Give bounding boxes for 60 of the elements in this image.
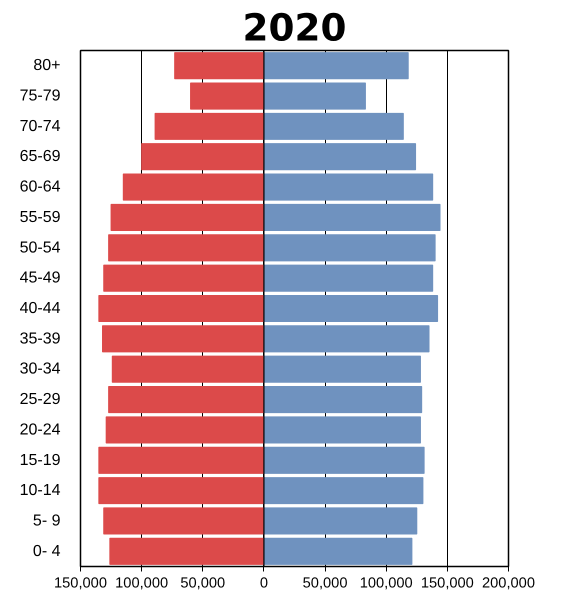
bar	[141, 143, 264, 170]
bar	[263, 507, 418, 535]
bar	[263, 143, 416, 170]
y-tick-label: 50-54	[20, 239, 61, 256]
y-tick-label: 55-59	[20, 208, 61, 226]
bar	[263, 477, 424, 504]
y-tick-label: 30-34	[20, 360, 61, 378]
bar	[263, 52, 409, 80]
bar	[263, 204, 441, 231]
x-tick-label: 50,000	[302, 576, 348, 592]
bar	[108, 386, 264, 414]
y-tick-label: 45-49	[20, 270, 61, 287]
bar	[110, 204, 264, 231]
bar	[263, 446, 425, 474]
bar	[98, 477, 264, 504]
bar	[103, 507, 264, 535]
y-tick-label: 10-14	[20, 482, 61, 500]
bar	[263, 294, 438, 322]
bar	[263, 416, 421, 444]
y-tick-label: 15-19	[20, 452, 61, 469]
bar	[174, 52, 264, 80]
bar	[263, 82, 366, 110]
x-tick-label: 0	[260, 576, 268, 592]
y-tick-label: 70-74	[20, 118, 61, 135]
x-tick-label: 100,000	[360, 576, 413, 592]
y-tick-label: 20-24	[20, 421, 61, 438]
chart-title: 2020	[242, 6, 346, 50]
y-tick-label: 35-39	[20, 330, 61, 348]
bar	[102, 325, 264, 352]
bar	[263, 386, 422, 414]
y-tick-label: 65-69	[20, 148, 61, 166]
y-tick-label: 5- 9	[32, 512, 61, 530]
bar	[263, 174, 434, 201]
y-tick-label: 75-79	[20, 88, 61, 105]
bar	[263, 234, 436, 262]
y-tick-label: 60-64	[20, 178, 61, 196]
y-tick-label: 25-29	[20, 391, 61, 408]
bar	[106, 416, 264, 444]
y-tick-label: 80+	[33, 57, 60, 74]
bar	[263, 538, 412, 565]
bar	[98, 446, 264, 474]
bar	[98, 294, 264, 322]
y-tick-label: 0- 4	[32, 542, 61, 560]
bar	[108, 234, 264, 262]
y-tick-label: 40-44	[20, 300, 61, 317]
bar	[122, 174, 264, 201]
x-tick-label: 150,000	[420, 576, 474, 592]
x-tick-label: 200,000	[482, 576, 535, 592]
bar	[263, 112, 404, 140]
bar	[263, 264, 434, 292]
bar	[263, 356, 421, 383]
x-tick-label: 150,000	[54, 576, 107, 592]
bar	[154, 112, 264, 140]
x-tick-label: 50,000	[180, 576, 226, 592]
bar	[190, 82, 264, 110]
bar	[112, 356, 264, 383]
bar	[103, 264, 264, 292]
bar	[263, 325, 430, 352]
bar	[109, 538, 264, 565]
x-tick-label: 100,000	[115, 576, 168, 592]
